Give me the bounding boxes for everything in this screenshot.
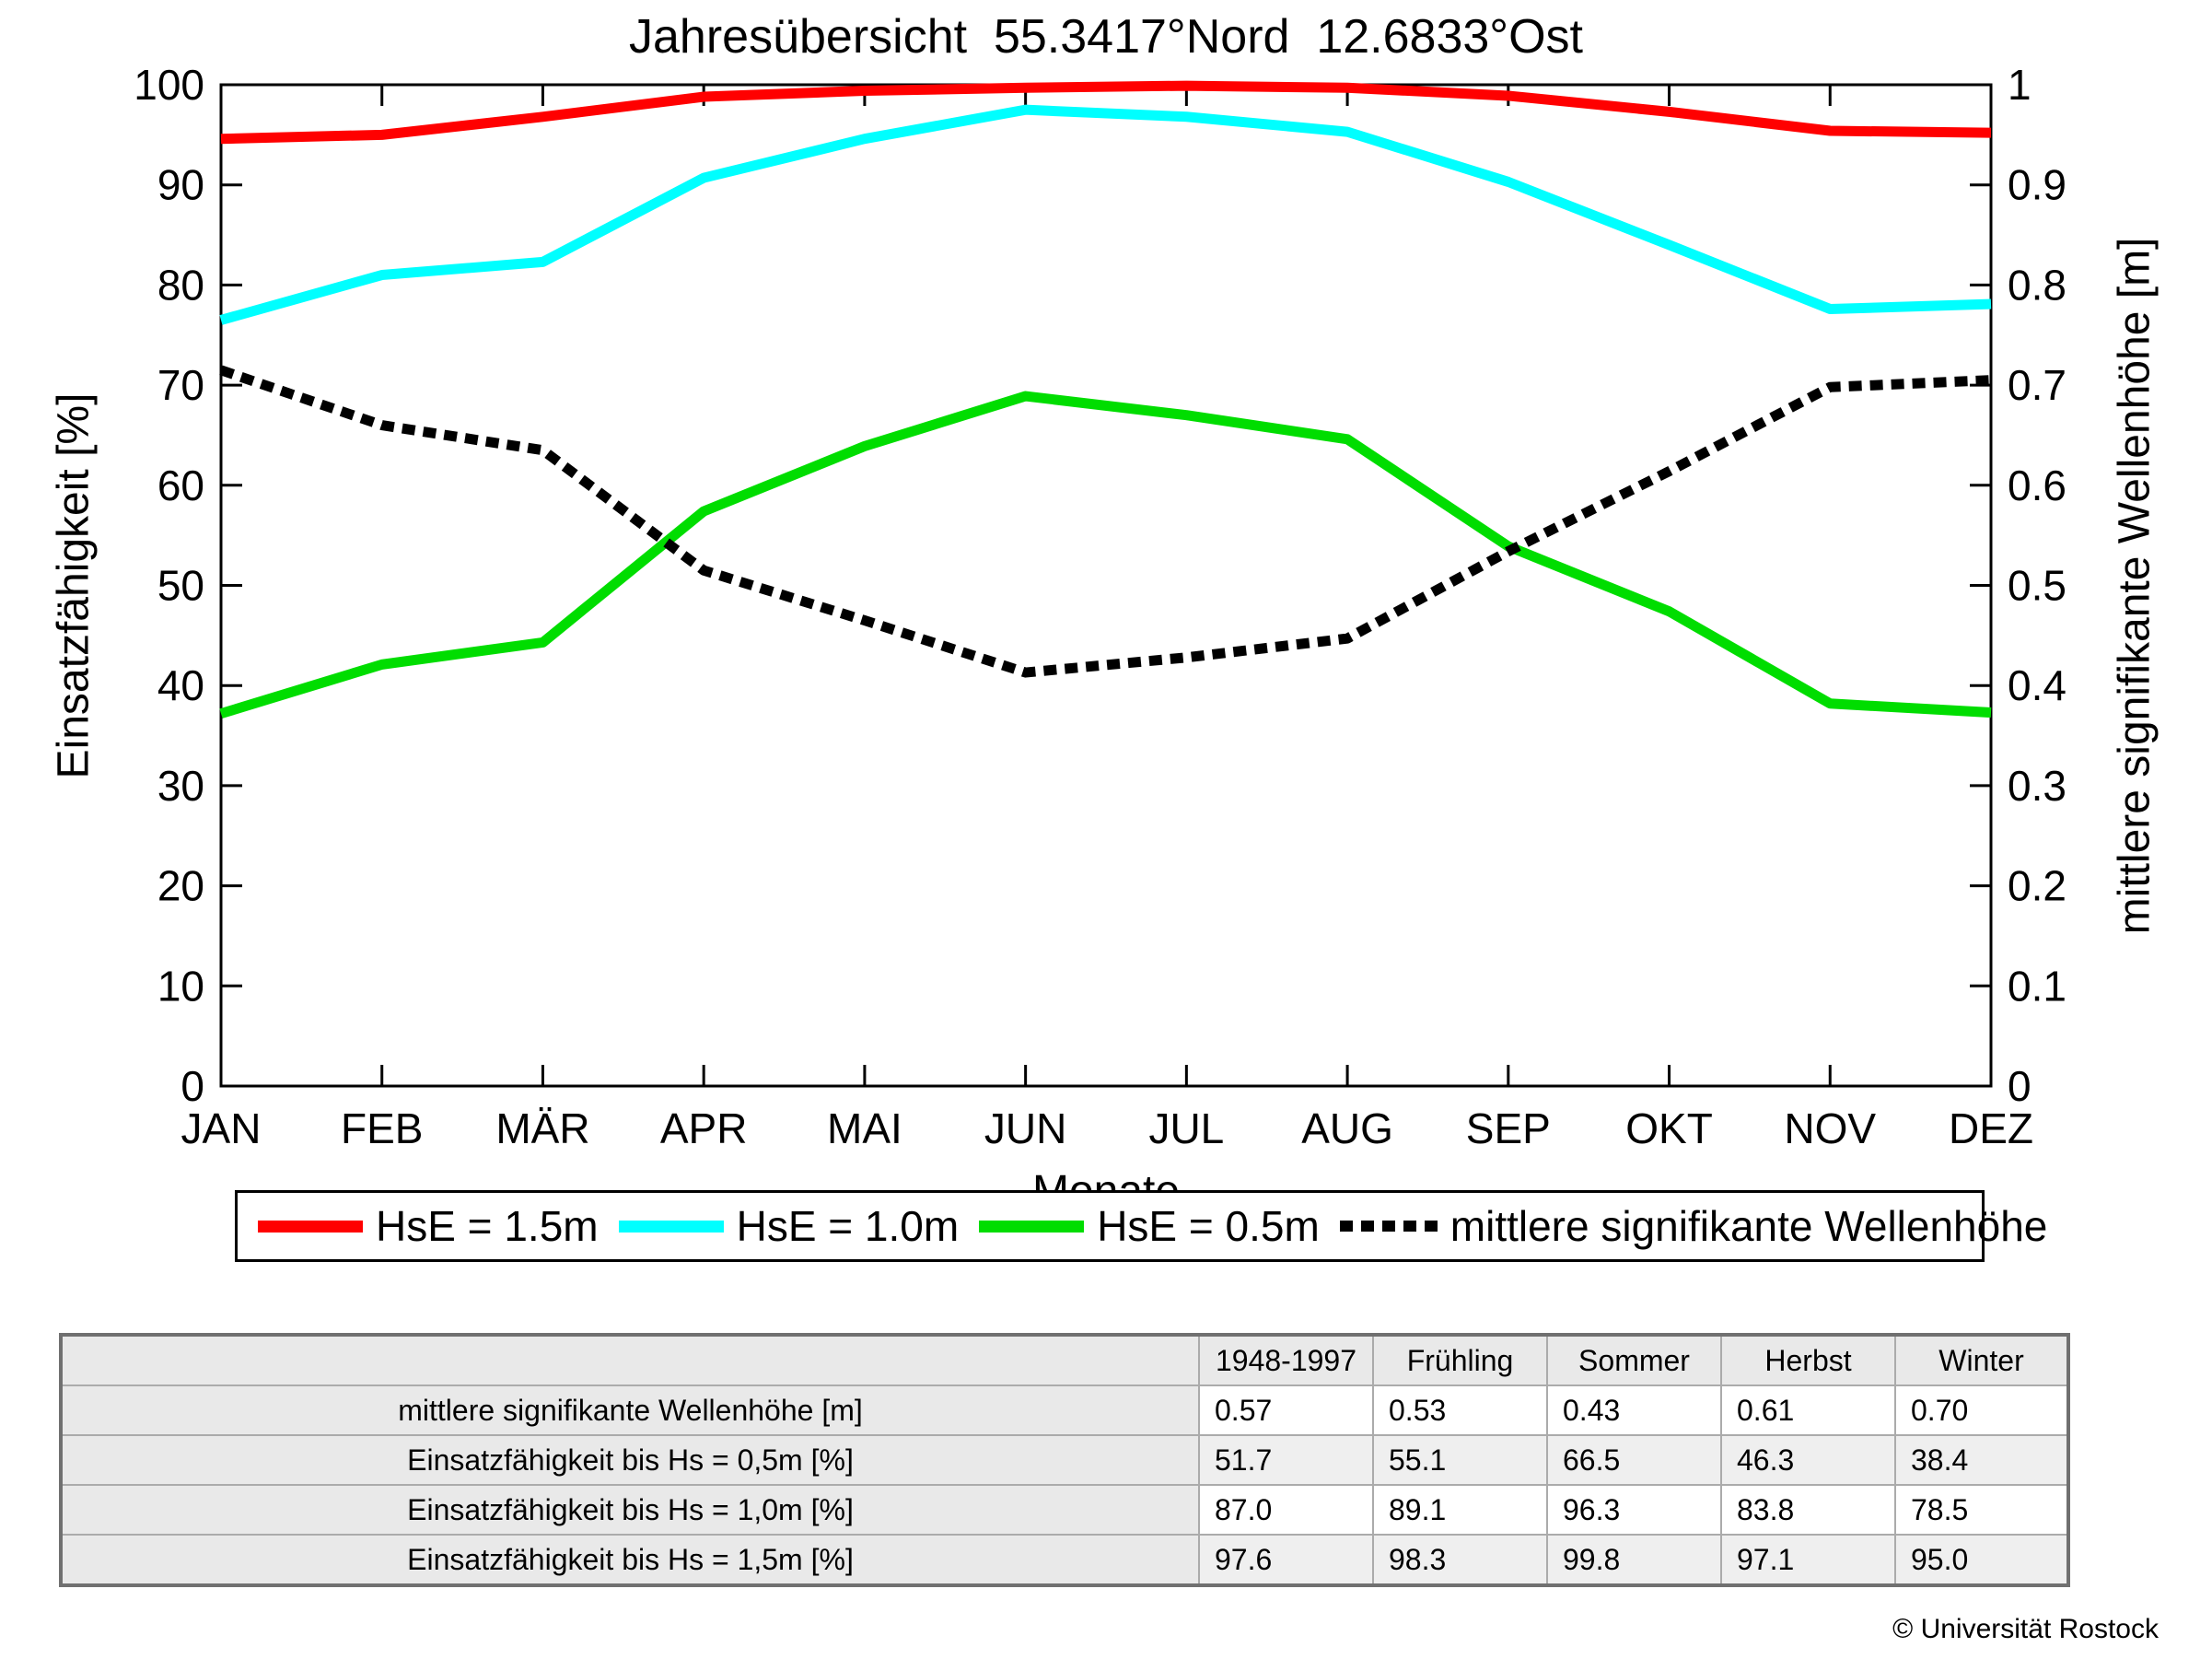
table-cell: 55.1 [1372,1434,1548,1486]
table-row: mittlere signifikante Wellenhöhe [m] 0.5… [60,1384,2069,1436]
legend-item-hse-0-5: HsE = 0.5m [979,1201,1320,1251]
y-tick-label-left: 80 [157,261,204,309]
legend-swatch-dotted-line [1339,1221,1438,1232]
table-cell: 98.3 [1372,1534,1548,1586]
y-tick-label-right: 0.5 [2008,562,2066,610]
table-header-row: 1948-1997 Frühling Sommer Herbst Winter [60,1334,2069,1386]
legend-item-hse-1-5: HsE = 1.5m [258,1201,599,1251]
legend-swatch-cyan-line [618,1220,724,1233]
column-header: Winter [1894,1334,2069,1386]
column-header: 1948-1997 [1198,1334,1374,1386]
table-cell: 0.57 [1198,1384,1374,1436]
y-tick-label-left: 100 [134,61,204,109]
table-cell: 83.8 [1720,1484,1896,1536]
y-tick-label-right: 0.8 [2008,261,2066,309]
series-line [219,104,1992,325]
legend-swatch-green-line [979,1220,1085,1233]
table-cell: 0.43 [1546,1384,1722,1436]
table-cell: 97.6 [1198,1534,1374,1586]
table-cell: 51.7 [1198,1434,1374,1486]
y-tick-label-left: 90 [157,161,204,209]
chart-legend: HsE = 1.5m HsE = 1.0m HsE = 0.5m mittler… [235,1190,2047,1262]
x-tick-label: JUL [1148,1104,1224,1152]
x-tick-label: NOV [1784,1104,1876,1152]
table-cell: 66.5 [1546,1434,1722,1486]
series-line [220,80,1992,145]
x-tick-label: SEP [1466,1104,1551,1152]
row-label: Einsatzfähigkeit bis Hs = 0,5m [%] [60,1434,1200,1486]
chart-title: Jahresübersicht 55.3417°Nord 12.6833°Ost [629,10,1583,64]
legend-label: mittlere signifikante Wellenhöhe [1449,1202,2048,1250]
y-tick-label-right: 0 [2008,1062,2032,1110]
y-tick-label-right: 0.4 [2008,661,2066,709]
series-line [219,365,1992,678]
x-tick-label: APR [660,1104,748,1152]
x-tick-label: JUN [984,1104,1066,1152]
table-cell: 78.5 [1894,1484,2069,1536]
table-cell: 96.3 [1546,1484,1722,1536]
y-tick-label-right: 0.7 [2008,361,2066,409]
table-cell: 46.3 [1720,1434,1896,1486]
y-tick-label-right: 0.3 [2008,762,2066,810]
table-cell: 0.61 [1720,1384,1896,1436]
table-cell: 89.1 [1372,1484,1548,1536]
y-tick-label-right: 0.2 [2008,862,2066,910]
table-cell: 99.8 [1546,1534,1722,1586]
copyright-text: © Universität Rostock [1892,1614,2159,1644]
y-tick-label-right: 0.6 [2008,461,2066,509]
series-line [219,391,1992,719]
legend-item-wave-height: mittlere signifikante Wellenhöhe [1339,1201,2048,1251]
table-cell: 0.53 [1372,1384,1548,1436]
x-tick-label: FEB [341,1104,423,1152]
column-header: Herbst [1720,1334,1896,1386]
legend-item-hse-1-0: HsE = 1.0m [618,1201,960,1251]
y-tick-label-right: 0.9 [2008,161,2066,209]
row-label: mittlere signifikante Wellenhöhe [m] [60,1384,1200,1436]
row-label: Einsatzfähigkeit bis Hs = 1,0m [%] [60,1484,1200,1536]
x-tick-label: JAN [181,1104,262,1152]
table-row: Einsatzfähigkeit bis Hs = 1,0m [%] 87.0 … [60,1484,2069,1536]
chart-plot-area: JAN FEB MÄR APR MAI JUN JUL AUG SEP OKT NOV DEZ0102… [134,61,2066,1152]
legend-label: HsE = 1.0m [736,1202,960,1250]
y-tick-label-right: 1 [2008,61,2032,109]
y-tick-label-left: 40 [157,661,204,709]
y-tick-label-left: 0 [180,1062,204,1110]
table-cell: 95.0 [1894,1534,2069,1586]
y-tick-label-left: 50 [157,562,204,610]
table-row: Einsatzfähigkeit bis Hs = 0,5m [%] 51.7 … [60,1434,2069,1486]
x-tick-label: OKT [1625,1104,1713,1152]
column-header: Frühling [1372,1334,1548,1386]
x-tick-label: AUG [1301,1104,1393,1152]
y-axis-label-left: Einsatzfähigkeit [%] [49,392,99,779]
column-header: Sommer [1546,1334,1722,1386]
table-corner-cell [60,1334,1200,1386]
legend-swatch-red-line [258,1220,363,1233]
x-tick-label: MAI [827,1104,902,1152]
y-tick-label-left: 20 [157,862,204,910]
legend-label: HsE = 0.5m [1097,1202,1320,1250]
y-tick-label-left: 60 [157,461,204,509]
x-tick-label: MÄR [495,1104,589,1152]
y-tick-label-right: 0.1 [2008,962,2066,1010]
table-cell: 97.1 [1720,1534,1896,1586]
season-statistics-table: 1948-1997 Frühling Sommer Herbst Winter … [59,1333,2070,1587]
table-cell: 38.4 [1894,1434,2069,1486]
plot-box [219,83,1993,1088]
y-tick-label-left: 30 [157,762,204,810]
legend-label: HsE = 1.5m [376,1202,599,1250]
x-tick-label: DEZ [1949,1104,2033,1152]
y-axis-label-right: mittlere signifikante Wellenhöhe [m] [2110,237,2160,935]
row-label: Einsatzfähigkeit bis Hs = 1,5m [%] [60,1534,1200,1586]
y-tick-label-left: 10 [157,962,204,1010]
table-row: Einsatzfähigkeit bis Hs = 1,5m [%] 97.6 … [60,1534,2069,1586]
y-tick-label-left: 70 [157,361,204,409]
table-cell: 87.0 [1198,1484,1374,1536]
table-cell: 0.70 [1894,1384,2069,1436]
